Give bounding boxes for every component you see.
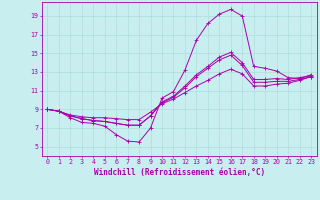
X-axis label: Windchill (Refroidissement éolien,°C): Windchill (Refroidissement éolien,°C) bbox=[94, 168, 265, 177]
